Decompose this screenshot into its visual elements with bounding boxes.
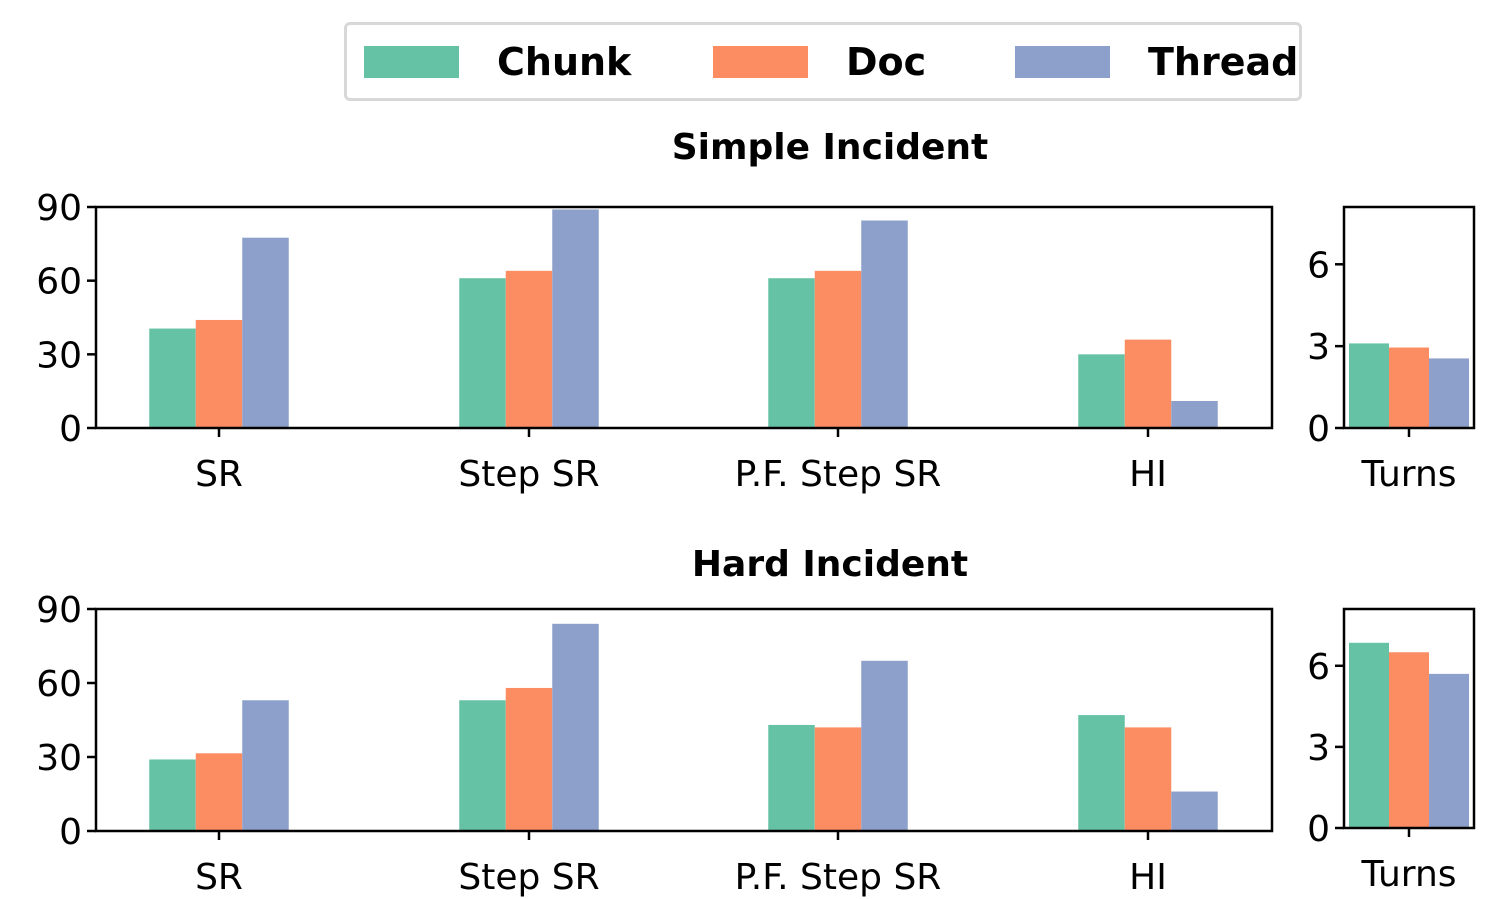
hard-main-bar-step-sr-chunk <box>459 700 506 831</box>
simple-main-xtick-label-sr: SR <box>195 454 243 495</box>
simple-main-bar-hi-thread <box>1171 400 1218 428</box>
hard-main-ytick-label-0: 0 <box>59 812 82 853</box>
hard-main-bar-sr-chunk <box>149 759 196 831</box>
hard-main-bar-sr-doc <box>195 753 243 831</box>
simple-main-xtick-label-hi: HI <box>1129 454 1167 495</box>
hard-main-bar-hi-doc <box>1124 727 1172 831</box>
hard-main-bar-sr-thread <box>242 700 289 831</box>
simple-turns-ytick-label-3: 3 <box>1307 327 1330 368</box>
simple-turns-panel: 0 3 6 Turns <box>1307 205 1476 495</box>
simple-main-bar-p-f-step-sr-doc <box>814 270 862 428</box>
legend: Chunk Doc Thread <box>344 22 1302 101</box>
legend-label-thread: Thread <box>1148 39 1299 84</box>
hard-main-xtick-label-p-f-step-sr: P.F. Step SR <box>735 857 942 898</box>
legend-label-chunk: Chunk <box>497 39 632 84</box>
simple-main-bar-step-sr-chunk <box>459 278 506 428</box>
simple-main-bar-hi-chunk <box>1078 354 1125 428</box>
hard-main-xtick-label-sr: SR <box>195 857 243 898</box>
hard-main-bar-p-f-step-sr-thread <box>861 660 908 831</box>
legend-swatch-doc <box>713 45 808 78</box>
hard-main-bar-p-f-step-sr-doc <box>814 727 862 831</box>
hard-main-bar-p-f-step-sr-chunk <box>768 724 815 831</box>
simple-main-ytick-label-0: 0 <box>59 409 82 450</box>
hard-turns-bar-turns-doc <box>1389 652 1429 828</box>
simple-main-bar-step-sr-thread <box>552 209 599 428</box>
simple-main-bar-p-f-step-sr-chunk <box>768 278 815 428</box>
legend-label-doc: Doc <box>846 39 927 84</box>
simple-turns-ytick-label-6: 6 <box>1307 245 1330 286</box>
hard-main-xtick-label-step-sr: Step SR <box>458 857 599 898</box>
simple-main-panel: 0 30 60 90 SR Step SR P.F. Step SR HI Simple Inc… <box>36 127 1274 495</box>
hard-turns-bar-turns-thread <box>1429 673 1469 828</box>
simple-main-frame <box>94 205 1274 430</box>
simple-main-bar-sr-chunk <box>149 328 196 428</box>
hard-main-ytick-label-60: 60 <box>36 664 82 705</box>
simple-main-title: Simple Incident <box>672 127 989 168</box>
hard-main-title: Hard Incident <box>692 544 968 585</box>
hard-main-ytick-label-90: 90 <box>36 590 82 631</box>
simple-main-ytick-label-90: 90 <box>36 188 82 229</box>
simple-turns-bar-turns-chunk <box>1349 343 1389 428</box>
hard-turns-xtick-label-turns: Turns <box>1360 854 1456 895</box>
hard-main-xtick-label-hi: HI <box>1129 857 1167 898</box>
hard-turns-ytick-label-0: 0 <box>1307 809 1330 850</box>
simple-main-xtick-label-step-sr: Step SR <box>458 454 599 495</box>
legend-swatch-chunk <box>364 45 459 78</box>
hard-main-bar-hi-thread <box>1171 791 1218 831</box>
legend-item-chunk: Chunk <box>364 25 631 98</box>
simple-main-bar-sr-doc <box>195 319 243 428</box>
hard-main-ytick-label-30: 30 <box>36 738 82 779</box>
legend-item-thread: Thread <box>1015 25 1298 98</box>
hard-main-panel: 0 30 60 90 SR Step SR P.F. Step SR HI Hard Incid… <box>36 544 1274 898</box>
simple-main-bar-step-sr-doc <box>505 270 553 428</box>
hard-turns-panel: 0 3 6 Turns <box>1307 607 1476 895</box>
simple-turns-bar-turns-doc <box>1389 347 1429 428</box>
simple-main-bar-p-f-step-sr-thread <box>861 220 908 428</box>
simple-main-bar-sr-thread <box>242 237 289 428</box>
simple-main-xtick-label-p-f-step-sr: P.F. Step SR <box>735 454 942 495</box>
simple-turns-bar-turns-thread <box>1429 358 1469 428</box>
simple-main-ytick-label-30: 30 <box>36 335 82 376</box>
simple-turns-ytick-label-0: 0 <box>1307 409 1330 450</box>
hard-turns-ytick-label-3: 3 <box>1307 728 1330 769</box>
legend-item-doc: Doc <box>713 25 926 98</box>
simple-turns-xtick-label-turns: Turns <box>1360 454 1456 495</box>
hard-turns-ytick-label-6: 6 <box>1307 647 1330 688</box>
hard-turns-bar-turns-chunk <box>1349 642 1389 828</box>
simple-main-ytick-label-60: 60 <box>36 262 82 303</box>
hard-main-bar-hi-chunk <box>1078 715 1125 831</box>
simple-main-bar-hi-doc <box>1124 339 1172 428</box>
hard-main-bar-step-sr-thread <box>552 623 599 831</box>
hard-main-bar-step-sr-doc <box>505 687 553 831</box>
legend-swatch-thread <box>1015 45 1110 78</box>
hard-main-frame <box>94 607 1274 833</box>
